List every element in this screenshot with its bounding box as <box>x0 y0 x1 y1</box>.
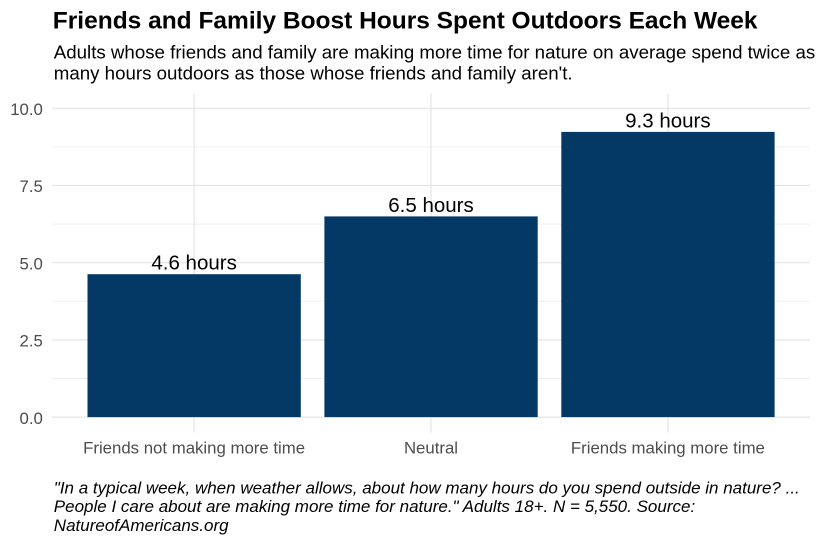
svg-text:NatureofAmericans.org: NatureofAmericans.org <box>54 516 229 535</box>
svg-text:9.3 hours: 9.3 hours <box>625 109 710 132</box>
svg-text:2.5: 2.5 <box>20 332 43 351</box>
svg-text:7.5: 7.5 <box>20 177 43 196</box>
svg-text:Adults whose friends and famil: Adults whose friends and family are maki… <box>54 42 815 63</box>
svg-text:People I care about are making: People I care about are making more time… <box>54 497 696 516</box>
svg-text:4.6 hours: 4.6 hours <box>151 252 236 275</box>
svg-text:Friends not making more time: Friends not making more time <box>83 438 305 457</box>
svg-text:Neutral: Neutral <box>404 438 458 457</box>
svg-text:0.0: 0.0 <box>20 409 43 428</box>
svg-text:10.0: 10.0 <box>10 100 43 119</box>
svg-text:Friends and Family Boost Hours: Friends and Family Boost Hours Spent Out… <box>53 8 758 35</box>
svg-text:Friends making more time: Friends making more time <box>571 438 765 457</box>
svg-text:many hours outdoors as those w: many hours outdoors as those whose frien… <box>54 63 573 84</box>
svg-text:6.5 hours: 6.5 hours <box>388 194 473 217</box>
svg-text:5.0: 5.0 <box>20 254 43 273</box>
svg-text:"In a typical week, when weath: "In a typical week, when weather allows,… <box>54 478 800 497</box>
